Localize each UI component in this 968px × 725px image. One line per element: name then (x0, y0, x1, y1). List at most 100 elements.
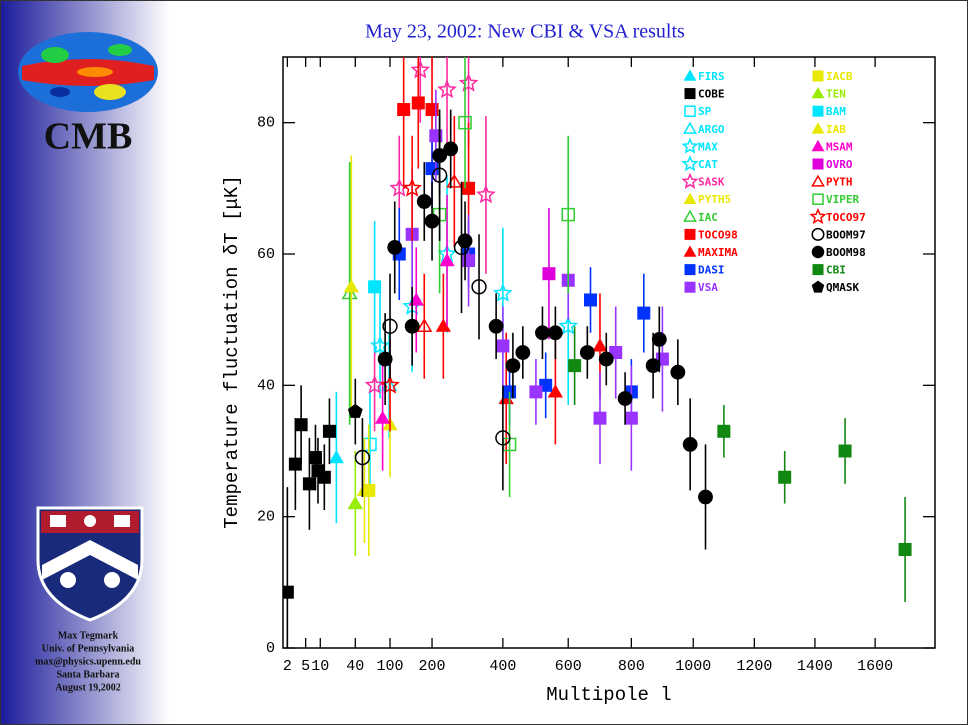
legend-marker (812, 105, 824, 117)
legend-marker (684, 105, 696, 117)
logo-text: CMB (44, 116, 133, 158)
legend-marker (683, 69, 697, 81)
marker (283, 585, 294, 599)
marker (416, 194, 432, 209)
data-layer (283, 57, 912, 648)
legend-marker (812, 158, 824, 170)
marker (410, 59, 431, 79)
marker (898, 543, 912, 556)
marker (302, 477, 316, 491)
marker (476, 184, 496, 204)
credit-line: Santa Barbara (56, 669, 119, 680)
marker (584, 293, 598, 307)
legend-label: COBE (698, 88, 725, 101)
x-axis-label: Multipole l (546, 684, 671, 706)
y-tick-label: 40 (257, 377, 275, 394)
marker (547, 325, 563, 341)
legend-marker (681, 137, 699, 154)
marker (425, 103, 439, 117)
marker (535, 325, 550, 341)
marker (682, 437, 698, 452)
marker (341, 285, 358, 300)
legend-marker (681, 172, 699, 189)
marker (645, 358, 661, 374)
marker (698, 489, 713, 505)
legend-marker (811, 280, 825, 293)
x-tick-label: 800 (618, 658, 645, 675)
x-tick-label: 40 (346, 658, 364, 675)
marker (592, 338, 608, 352)
marker (380, 374, 400, 394)
legend-label: VSA (698, 281, 718, 294)
marker (539, 378, 553, 392)
marker (561, 207, 575, 222)
marker (343, 279, 359, 293)
marker (529, 385, 543, 399)
marker (458, 72, 479, 92)
marker (558, 315, 579, 335)
legend-marker (684, 88, 696, 100)
legend-label: PYTH (826, 176, 853, 189)
legend-marker (812, 193, 824, 205)
marker (322, 424, 336, 438)
legend-marker (683, 121, 697, 134)
slide-title: May 23, 2002: New CBI & VSA results (365, 21, 685, 43)
marker (397, 103, 411, 117)
legend-label: IACB (826, 70, 853, 83)
marker (505, 358, 521, 374)
marker (411, 96, 425, 110)
x-tick-label: 1600 (857, 658, 893, 675)
marker (308, 451, 322, 465)
marker (404, 318, 420, 334)
marker (457, 233, 473, 249)
legend-marker (681, 155, 699, 172)
legend-label: OVRO (826, 158, 853, 171)
legend-marker (684, 228, 696, 240)
legend-label: MSAM (826, 140, 853, 153)
marker (317, 470, 331, 484)
marker (347, 495, 363, 510)
marker (432, 148, 448, 163)
marker (778, 470, 792, 484)
marker (347, 403, 363, 418)
marker (488, 318, 504, 334)
credit-line: Max Tegmark (58, 630, 119, 641)
marker (496, 339, 510, 353)
plot-frame (282, 56, 936, 649)
legend-marker (684, 264, 696, 276)
marker (717, 424, 731, 438)
legend-marker (684, 281, 696, 293)
legend-label: TOCO98 (698, 228, 738, 241)
legend-marker (812, 70, 824, 82)
x-tick-label: 1200 (736, 658, 772, 675)
marker (443, 141, 459, 157)
legend-label: MAXIMA (698, 246, 738, 259)
legend-label: SP (698, 105, 712, 118)
marker (637, 306, 651, 320)
marker (354, 449, 371, 466)
legend-label: IAC (698, 211, 718, 224)
legend-label: QMASK (826, 281, 859, 294)
legend-marker (812, 264, 824, 276)
marker (542, 267, 556, 281)
y-axis-label: Temperature fluctuation δT [μK] (221, 175, 243, 528)
legend-label: IAB (826, 123, 846, 136)
x-tick-label: 10 (311, 658, 329, 675)
y-tick-label: 20 (257, 509, 275, 526)
marker (288, 457, 302, 471)
y-tick-label: 0 (266, 640, 275, 657)
legend-marker (809, 207, 827, 225)
legend-marker (811, 227, 825, 241)
marker (670, 364, 686, 380)
marker (416, 318, 433, 333)
legend-marker (683, 192, 697, 204)
marker (471, 279, 487, 295)
x-tick-label: 1000 (675, 658, 711, 675)
legend-label: SASK (698, 176, 725, 189)
x-tick-label: 200 (419, 658, 446, 675)
marker (439, 252, 455, 267)
legend-marker (811, 139, 825, 152)
legend-marker (811, 174, 825, 187)
marker (377, 351, 393, 367)
